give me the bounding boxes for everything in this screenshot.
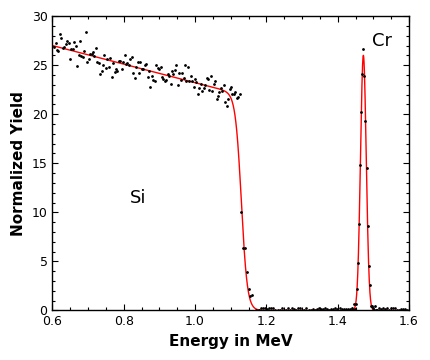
Text: Si: Si <box>130 189 146 207</box>
Y-axis label: Normalized Yield: Normalized Yield <box>11 91 26 236</box>
Text: Cr: Cr <box>372 32 392 50</box>
X-axis label: Energy in MeV: Energy in MeV <box>169 334 292 349</box>
